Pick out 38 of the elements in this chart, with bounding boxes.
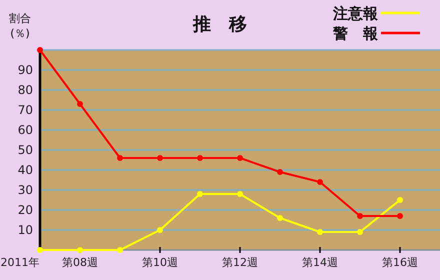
point [397,213,403,219]
y-tick-label: 80 [18,83,33,98]
point [277,215,283,221]
point [357,213,363,219]
y-tick-label: 20 [18,203,33,218]
point [237,155,243,161]
y-tick-label: 90 [18,63,33,78]
y-tick-label: 30 [18,183,33,198]
point [317,229,323,235]
point [37,47,43,53]
point [397,197,403,203]
x-tick-label: 第16週 [382,256,418,269]
y-tick-label: 60 [18,123,33,138]
legend-label: 警 報 [332,24,379,42]
x-tick-label: 第12週 [222,256,258,269]
point [277,169,283,175]
chart-title: 推 移 [192,14,247,35]
point [157,227,163,233]
point [37,247,43,253]
point [117,247,123,253]
x-tick-label: 第14週 [302,256,338,269]
point [157,155,163,161]
point [117,155,123,161]
point [237,191,243,197]
x-tick-label: 第10週 [142,256,178,269]
point [197,155,203,161]
y-tick-label: 10 [18,223,33,238]
x-tick-label: 第08週 [62,256,98,269]
legend-label: 注意報 [332,4,379,22]
point [77,101,83,107]
point [197,191,203,197]
point [357,229,363,235]
text: 2011年 [0,256,40,269]
y-axis-title: 割合 (％) [9,12,31,40]
y-tick-label: 50 [18,143,33,158]
point [317,179,323,185]
y-tick-label: 70 [18,103,33,118]
y-tick-label: 40 [18,163,33,178]
